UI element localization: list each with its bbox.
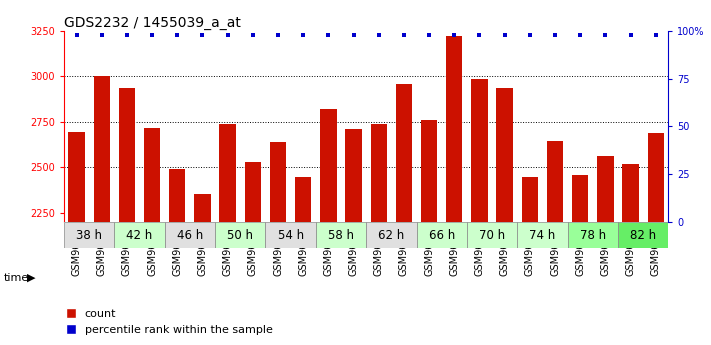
Bar xyxy=(316,222,366,248)
Bar xyxy=(471,79,488,222)
Bar xyxy=(522,177,538,222)
Bar xyxy=(618,222,668,248)
Text: 38 h: 38 h xyxy=(76,228,102,242)
Bar xyxy=(320,109,336,222)
Text: 74 h: 74 h xyxy=(529,228,555,242)
Bar xyxy=(446,37,462,222)
Text: 46 h: 46 h xyxy=(177,228,203,242)
Bar xyxy=(220,124,236,222)
Bar xyxy=(215,222,265,248)
Text: ▶: ▶ xyxy=(27,273,36,283)
Bar xyxy=(94,76,110,222)
Bar xyxy=(567,222,618,248)
Bar xyxy=(496,88,513,222)
Bar xyxy=(270,142,287,222)
Bar xyxy=(114,222,165,248)
Text: 42 h: 42 h xyxy=(127,228,153,242)
Bar xyxy=(597,156,614,222)
Bar xyxy=(265,222,316,248)
Bar xyxy=(68,132,85,222)
Bar xyxy=(467,222,517,248)
Bar xyxy=(547,141,563,222)
Bar xyxy=(119,88,135,222)
Text: 58 h: 58 h xyxy=(328,228,354,242)
Bar xyxy=(396,84,412,222)
Bar xyxy=(370,124,387,222)
Bar xyxy=(346,129,362,222)
Bar xyxy=(169,169,186,222)
Bar xyxy=(245,162,261,222)
Bar xyxy=(165,222,215,248)
Bar xyxy=(648,133,664,222)
Text: 54 h: 54 h xyxy=(277,228,304,242)
Text: 78 h: 78 h xyxy=(579,228,606,242)
Bar xyxy=(517,222,567,248)
Bar xyxy=(417,222,467,248)
Bar xyxy=(295,177,311,222)
Text: GDS2232 / 1455039_a_at: GDS2232 / 1455039_a_at xyxy=(64,16,241,30)
Bar xyxy=(366,222,417,248)
Text: 66 h: 66 h xyxy=(429,228,455,242)
Bar xyxy=(622,164,638,222)
Bar xyxy=(144,128,160,222)
Bar xyxy=(421,120,437,222)
Text: time: time xyxy=(4,273,29,283)
Text: 82 h: 82 h xyxy=(630,228,656,242)
Bar xyxy=(194,194,210,222)
Text: 50 h: 50 h xyxy=(228,228,253,242)
Text: 70 h: 70 h xyxy=(479,228,505,242)
Text: 62 h: 62 h xyxy=(378,228,405,242)
Legend: count, percentile rank within the sample: count, percentile rank within the sample xyxy=(63,305,277,339)
Bar xyxy=(64,222,114,248)
Bar xyxy=(572,175,589,222)
